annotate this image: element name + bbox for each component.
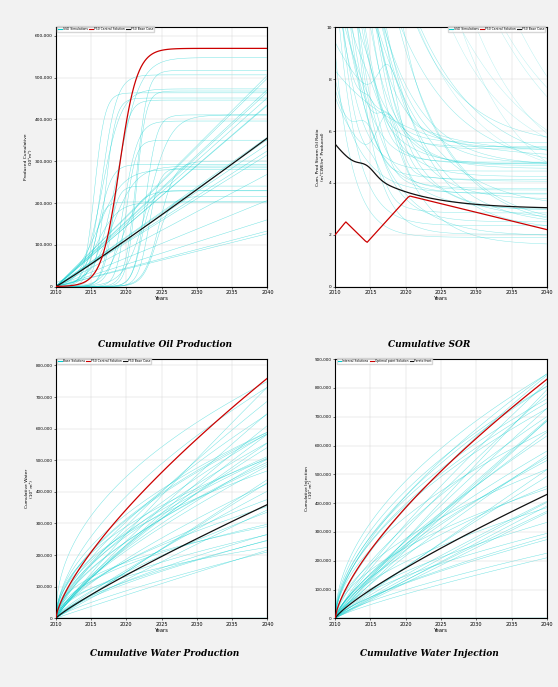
Legend: SSD Simulations, P50 Central Solution, P50 Base Case: SSD Simulations, P50 Central Solution, P… <box>57 26 154 32</box>
Text: Cumulative Water Injection: Cumulative Water Injection <box>360 649 499 658</box>
Y-axis label: Cumulative Water
(10³ m³): Cumulative Water (10³ m³) <box>25 469 34 508</box>
Y-axis label: Cum. Prod Steam Oil Ratio
(m³CWE/m³ Produced): Cum. Prod Steam Oil Ratio (m³CWE/m³ Prod… <box>316 128 325 185</box>
Legend: Interval Solutions, Optimal point Solution, Pareto front: Interval Solutions, Optimal point Soluti… <box>336 358 432 364</box>
Y-axis label: Cumulative Injection
(10³ m³): Cumulative Injection (10³ m³) <box>305 466 314 511</box>
X-axis label: Years: Years <box>434 297 448 302</box>
Legend: Base Solutions, P50 Central Solution, P50 Base Case: Base Solutions, P50 Central Solution, P5… <box>57 358 151 364</box>
Text: Cumulative Oil Production: Cumulative Oil Production <box>98 340 232 349</box>
Text: Cumulative Water Production: Cumulative Water Production <box>90 649 239 658</box>
X-axis label: Years: Years <box>155 297 169 302</box>
Legend: SSD Simulations, P50 Central Solution, P50 Base Case: SSD Simulations, P50 Central Solution, P… <box>449 26 545 32</box>
X-axis label: Years: Years <box>434 628 448 633</box>
Y-axis label: Produced Cumulative
(10³m³): Produced Cumulative (10³m³) <box>25 134 33 181</box>
Text: Cumulative SOR: Cumulative SOR <box>388 340 471 349</box>
X-axis label: Years: Years <box>155 628 169 633</box>
